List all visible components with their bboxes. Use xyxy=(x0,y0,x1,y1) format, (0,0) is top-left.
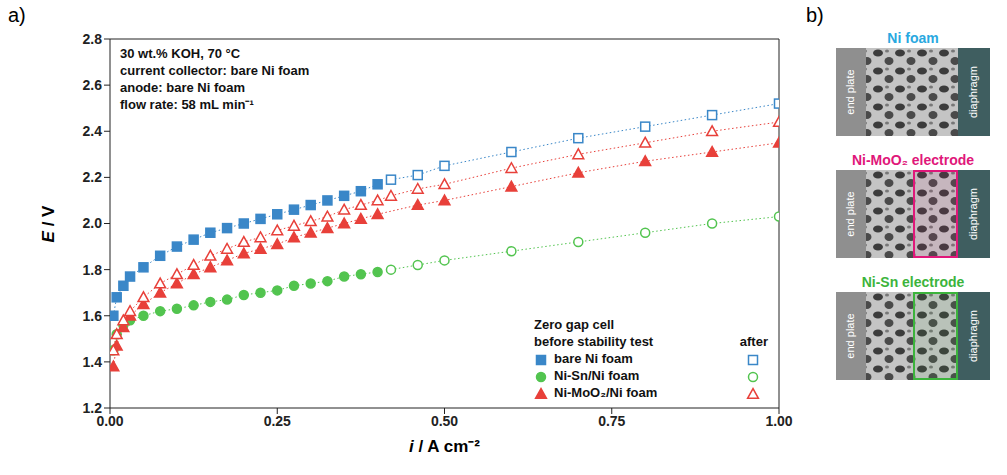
svg-text:end plate: end plate xyxy=(844,191,856,236)
html-text:Ni-MoO₂/Ni foam: Ni-MoO₂/Ni foam xyxy=(554,385,658,400)
html-text:Zero gap cell: Zero gap cell xyxy=(534,317,615,332)
svg-text:0.75: 0.75 xyxy=(598,413,625,429)
svg-text:1.4: 1.4 xyxy=(83,354,103,370)
svg-text:end plate: end plate xyxy=(844,69,856,114)
svg-text:2.0: 2.0 xyxy=(83,215,103,231)
html-text:Ni-Sn electrode: Ni-Sn electrode xyxy=(861,274,965,290)
html-text:b): b) xyxy=(806,4,824,26)
html-text:bare Ni foam: bare Ni foam xyxy=(554,351,633,366)
html-text:Ni-MoO₂ electrode: Ni-MoO₂ electrode xyxy=(851,152,975,168)
svg-text:1.00: 1.00 xyxy=(765,413,792,429)
html-text:Ni-Sn/Ni foam: Ni-Sn/Ni foam xyxy=(554,368,640,383)
svg-text:1.2: 1.2 xyxy=(83,400,103,416)
svg-text:diaphragm: diaphragm xyxy=(967,188,979,240)
html-text:current collector: bare Ni foa: current collector: bare Ni foam xyxy=(120,63,310,78)
html-text:Ni foam: Ni foam xyxy=(887,30,939,46)
html-text:after: after xyxy=(739,334,768,349)
svg-text:end plate: end plate xyxy=(844,313,856,358)
html-text:i / A cm⁻²: i / A cm⁻² xyxy=(409,437,480,456)
svg-text:2.2: 2.2 xyxy=(83,169,103,185)
html-text:E: E xyxy=(39,230,58,242)
svg-text:1.8: 1.8 xyxy=(83,262,103,278)
svg-text:diaphragm: diaphragm xyxy=(967,66,979,118)
html-text:before stability test: before stability test xyxy=(534,334,654,349)
html-text:a): a) xyxy=(8,4,26,26)
svg-text:0.25: 0.25 xyxy=(264,413,291,429)
svg-text:2.4: 2.4 xyxy=(83,123,103,139)
svg-text:0.50: 0.50 xyxy=(431,413,458,429)
html-text:flow rate: 58 mL min⁻¹: flow rate: 58 mL min⁻¹ xyxy=(120,97,254,112)
html-text:/ V: / V xyxy=(39,205,58,231)
html-text:anode: bare Ni foam: anode: bare Ni foam xyxy=(120,80,245,95)
svg-text:2.8: 2.8 xyxy=(83,31,103,47)
svg-text:1.6: 1.6 xyxy=(83,308,103,324)
svg-text:0.00: 0.00 xyxy=(96,412,124,429)
svg-text:2.6: 2.6 xyxy=(83,77,103,93)
svg-text:diaphragm: diaphragm xyxy=(967,310,979,362)
html-text:30 wt.% KOH, 70 °C: 30 wt.% KOH, 70 °C xyxy=(120,46,241,61)
